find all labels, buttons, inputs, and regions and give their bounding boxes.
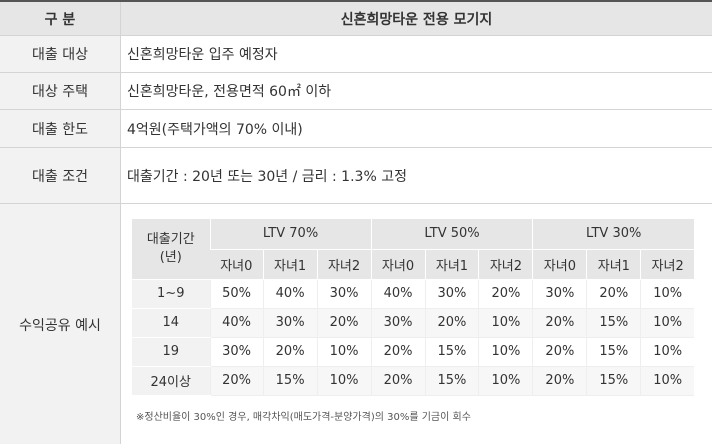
row-value: 신혼희망타운, 전용면적 60㎡ 이하 (127, 84, 332, 100)
ltv-group-header: LTV 30% (532, 219, 694, 250)
profit-sharing-cell: 대출기간 (년) LTV 70% LTV 50% LTV 30% 자녀0 자녀1 자… (121, 204, 712, 444)
row-value: 신혼희망타운 입주 예정자 (127, 47, 278, 63)
table-row-profit-sharing: 수익공유 예시 대출기간 (년) LTV 70% LTV 50% LTV 30%… (0, 204, 712, 444)
ratio-cell: 20% (262, 337, 318, 367)
ratio-cell: 10% (640, 337, 694, 367)
row-value: 대출기간 : 20년 또는 30년 / 금리 : 1.3% 고정 (127, 168, 407, 185)
footnote: ※정산비율이 30%인 경우, 매각차익(매도가격-분양가격)의 30%를 기금… (136, 412, 471, 423)
ratio-cell: 30% (532, 279, 587, 309)
ratio-cell: 20% (532, 366, 587, 396)
period-header: 대출기간 (년) (132, 219, 210, 280)
ratio-cell: 30% (262, 308, 318, 338)
table-row-conditions: 대출 조건 대출기간 : 20년 또는 30년 / 금리 : 1.3% 고정 (0, 148, 712, 204)
ratio-cell: 30% (316, 279, 372, 309)
ratio-cell: 40% (209, 308, 264, 338)
ratio-cell: 20% (532, 337, 587, 367)
header-product: 신혼희망타운 전용 모기지 (340, 11, 493, 28)
ratio-cell: 20% (586, 279, 641, 309)
ratio-cell: 15% (424, 337, 479, 367)
ratio-cell: 20% (424, 308, 479, 338)
ratio-cell: 10% (316, 337, 372, 367)
profit-sharing-table: 대출기간 (년) LTV 70% LTV 50% LTV 30% 자녀0 자녀1 자… (132, 219, 694, 396)
child-count-header: 자녀2 (640, 249, 694, 280)
table-header: 구 분 신혼희망타운 전용 모기지 (0, 2, 712, 36)
table-row: 14 40% 30% 20% 30% 20% 10% 20% 15% 10% (132, 308, 694, 338)
ratio-cell: 10% (478, 337, 533, 367)
ratio-cell: 20% (532, 308, 587, 338)
ratio-cell: 15% (262, 366, 318, 396)
row-label: 대출 조건 (0, 148, 121, 203)
ltv-group-header: LTV 50% (370, 219, 533, 250)
table-row: 1~9 50% 40% 30% 40% 30% 20% 30% 20% 10% (132, 279, 694, 309)
child-count-header: 자녀0 (370, 249, 425, 280)
ratio-cell: 30% (209, 337, 264, 367)
child-count-header: 자녀1 (586, 249, 641, 280)
table-row: 24이상 20% 15% 10% 20% 15% 10% 20% 15% 10% (132, 366, 694, 396)
period-cell: 19 (132, 337, 210, 367)
ratio-cell: 20% (370, 337, 425, 367)
child-count-header: 자녀2 (478, 249, 533, 280)
child-count-header: 자녀1 (262, 249, 318, 280)
ratio-cell: 20% (370, 366, 425, 396)
ratio-cell: 15% (586, 308, 641, 338)
row-label: 수익공유 예시 (0, 204, 121, 444)
ratio-cell: 40% (262, 279, 318, 309)
ltv-group-header: LTV 70% (209, 219, 372, 250)
row-value: 4억원(주택가액의 70% 이내) (127, 121, 303, 138)
child-count-header: 자녀1 (424, 249, 479, 280)
ratio-cell: 20% (316, 308, 372, 338)
row-label: 대출 대상 (0, 36, 121, 72)
ratio-cell: 20% (209, 366, 264, 396)
row-label: 대상 주택 (0, 73, 121, 109)
child-count-header: 자녀0 (532, 249, 587, 280)
header-category: 구 분 (0, 2, 121, 35)
table-row-housing: 대상 주택 신혼희망타운, 전용면적 60㎡ 이하 (0, 73, 712, 110)
child-count-header: 자녀2 (316, 249, 372, 280)
ratio-cell: 20% (478, 279, 533, 309)
ratio-cell: 10% (640, 279, 694, 309)
table-row-limit: 대출 한도 4억원(주택가액의 70% 이내) (0, 110, 712, 148)
period-cell: 14 (132, 308, 210, 338)
table-row: 19 30% 20% 10% 20% 15% 10% 20% 15% 10% (132, 337, 694, 367)
child-count-header: 자녀0 (210, 249, 264, 280)
ratio-cell: 10% (478, 366, 533, 396)
ratio-cell: 15% (424, 366, 479, 396)
ratio-cell: 15% (586, 366, 641, 396)
ratio-cell: 50% (209, 279, 264, 309)
ratio-cell: 10% (478, 308, 533, 338)
ratio-cell: 10% (316, 366, 372, 396)
ratio-cell: 10% (640, 308, 694, 338)
ratio-cell: 15% (586, 337, 641, 367)
table-row-target: 대출 대상 신혼희망타운 입주 예정자 (0, 36, 712, 73)
ratio-cell: 10% (640, 366, 694, 396)
row-label: 대출 한도 (0, 110, 121, 147)
period-cell: 24이상 (132, 366, 210, 396)
ratio-cell: 30% (424, 279, 479, 309)
ratio-cell: 30% (370, 308, 425, 338)
ratio-cell: 40% (370, 279, 425, 309)
period-cell: 1~9 (132, 279, 210, 309)
